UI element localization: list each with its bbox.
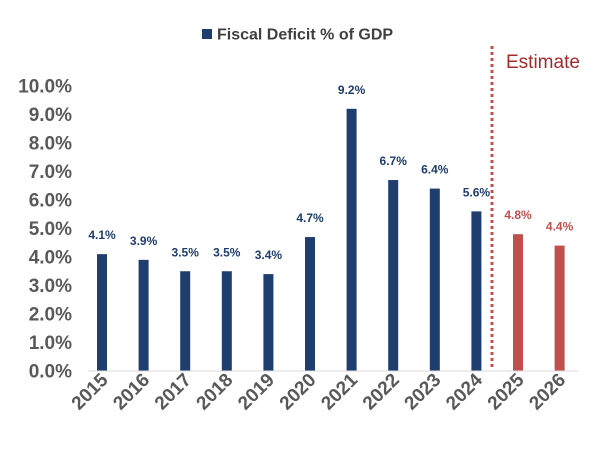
x-tick-label: 2019 — [234, 370, 279, 415]
x-tick-label: 2017 — [151, 370, 196, 415]
x-tick-label: 2018 — [193, 370, 238, 415]
data-label: 3.4% — [255, 248, 283, 262]
estimate-label: Estimate — [506, 52, 580, 73]
data-label: 5.6% — [463, 185, 491, 199]
y-axis: 0.0% 1.0% 2.0% 3.0% 4.0% 5.0% 6.0% 7.0% 8.0% 9.0%… — [18, 77, 72, 383]
data-label: 3.5% — [213, 245, 241, 259]
bar — [221, 271, 232, 371]
y-tick-label: 2.0% — [29, 305, 72, 326]
y-tick-label: 1.0% — [29, 333, 72, 354]
y-tick-label: 4.0% — [29, 248, 72, 269]
data-labels: 4.1% 3.9% 3.5% 3.5% 3.4% 4.7% 9.2% 6.7% 6.4% 5.6%… — [88, 83, 573, 262]
bar — [429, 188, 440, 371]
data-label: 6.7% — [380, 154, 408, 168]
x-tick-label: 2026 — [525, 370, 570, 415]
bar — [305, 237, 315, 371]
x-tick-label: 2024 — [442, 369, 487, 414]
y-tick-label: 6.0% — [29, 191, 72, 212]
x-tick-label: 2015 — [68, 369, 113, 414]
legend-swatch — [202, 29, 212, 39]
bar — [180, 271, 191, 371]
y-tick-label: 3.0% — [29, 276, 72, 297]
y-tick-label: 0.0% — [29, 362, 72, 383]
legend: Fiscal Deficit % of GDP — [202, 27, 393, 44]
y-tick-label: 8.0% — [29, 134, 72, 155]
data-label: 4.1% — [88, 228, 116, 242]
x-tick-label: 2023 — [401, 370, 446, 415]
legend-label: Fiscal Deficit % of GDP — [217, 27, 393, 44]
data-label: 3.5% — [172, 245, 200, 259]
bar — [513, 234, 523, 371]
data-label: 6.4% — [421, 163, 449, 177]
x-tick-label: 2025 — [484, 369, 529, 414]
bar — [97, 254, 107, 371]
bar — [138, 259, 149, 371]
x-tick-label: 2016 — [109, 370, 154, 415]
data-label: 3.9% — [130, 234, 158, 248]
data-label: 4.7% — [296, 211, 324, 225]
y-tick-label: 7.0% — [29, 162, 72, 183]
y-tick-label: 5.0% — [29, 219, 72, 240]
bars — [97, 108, 565, 372]
bar — [471, 211, 482, 371]
x-axis: 2015201620172018201920202021202220232024… — [68, 369, 570, 414]
data-label: 9.2% — [338, 83, 366, 97]
x-tick-label: 2020 — [276, 370, 321, 415]
x-tick-label: 2021 — [317, 369, 362, 414]
y-tick-label: 10.0% — [18, 77, 72, 98]
bar — [263, 274, 274, 371]
y-tick-label: 9.0% — [29, 105, 72, 126]
data-label: 4.4% — [546, 220, 574, 234]
data-label: 4.8% — [504, 208, 532, 222]
bar — [346, 108, 357, 372]
x-tick-label: 2022 — [359, 370, 404, 415]
bar — [554, 245, 565, 371]
bar — [388, 180, 399, 371]
